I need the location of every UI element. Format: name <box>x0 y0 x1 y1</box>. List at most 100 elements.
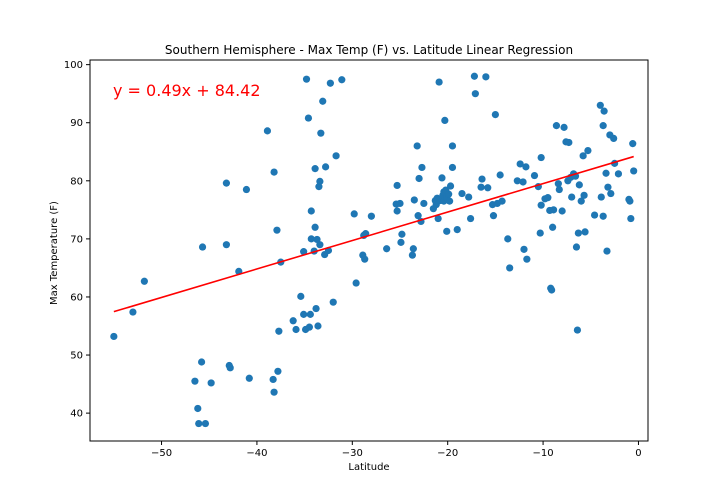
data-point <box>338 76 346 84</box>
data-point <box>311 165 319 173</box>
data-point <box>573 326 582 334</box>
x-axis-label: Latitude <box>348 462 389 473</box>
data-point <box>352 279 360 287</box>
data-point <box>350 210 358 218</box>
data-point <box>300 248 308 256</box>
data-point <box>292 325 300 334</box>
data-point <box>446 182 455 190</box>
data-point <box>332 152 340 160</box>
data-point <box>396 199 404 208</box>
data-point <box>297 292 305 300</box>
data-point <box>435 78 443 86</box>
data-point <box>558 207 566 215</box>
data-point <box>575 181 583 189</box>
data-point <box>307 235 315 243</box>
data-point <box>418 163 426 172</box>
data-point <box>314 322 322 330</box>
data-point <box>304 114 313 122</box>
x-tick-label: −10 <box>533 448 554 459</box>
data-point <box>245 374 253 382</box>
data-point <box>565 138 573 147</box>
data-point <box>319 97 327 105</box>
y-tick-label: 90 <box>70 118 83 129</box>
data-point <box>574 229 582 237</box>
data-point <box>367 212 375 220</box>
data-point <box>222 241 230 249</box>
data-point <box>600 107 608 115</box>
data-point <box>263 127 272 135</box>
data-point <box>409 245 417 253</box>
data-point <box>413 142 421 150</box>
data-point <box>548 286 556 294</box>
data-point <box>329 298 337 306</box>
data-point <box>222 179 230 187</box>
data-point <box>599 122 607 130</box>
data-point <box>300 310 308 318</box>
data-point <box>537 153 545 162</box>
data-point <box>307 207 315 215</box>
data-point <box>226 364 234 372</box>
data-point <box>316 177 324 185</box>
data-point <box>568 193 576 201</box>
data-point <box>614 170 623 178</box>
data-point <box>448 163 457 172</box>
data-point <box>201 419 210 428</box>
data-point <box>446 197 454 205</box>
data-point <box>393 207 401 215</box>
data-point <box>316 241 324 249</box>
data-point <box>597 193 605 201</box>
data-point <box>604 183 612 191</box>
data-point <box>408 251 416 259</box>
data-point <box>326 79 334 87</box>
data-point <box>194 404 202 413</box>
data-point <box>302 75 311 83</box>
data-point <box>312 304 320 313</box>
data-point <box>441 116 449 124</box>
data-point <box>596 101 604 109</box>
data-point <box>470 72 478 80</box>
data-point <box>579 152 587 160</box>
data-point <box>496 171 504 179</box>
y-tick-label: 60 <box>70 292 83 303</box>
data-point <box>393 181 401 190</box>
data-point <box>552 122 561 130</box>
data-point <box>626 197 634 205</box>
data-point <box>554 180 562 188</box>
data-point <box>491 110 499 119</box>
data-point <box>478 175 486 183</box>
data-point <box>198 243 207 251</box>
data-point <box>275 327 283 335</box>
data-point <box>504 235 512 243</box>
data-point <box>549 223 557 231</box>
data-point <box>140 277 148 285</box>
data-point <box>198 358 206 366</box>
x-axis-ticks: −50 −40 −30 −20 −10 0 <box>151 441 642 459</box>
y-tick-label: 40 <box>70 409 83 420</box>
data-point <box>443 227 451 235</box>
data-point <box>610 134 618 143</box>
y-axis-ticks: 40 50 60 70 80 90 100 <box>64 60 90 420</box>
data-points <box>110 72 638 428</box>
data-point <box>477 183 485 191</box>
data-point <box>516 160 524 168</box>
x-tick-label: −50 <box>151 448 172 459</box>
regression-line-layer <box>113 155 634 313</box>
data-point <box>448 142 457 150</box>
data-point <box>523 255 531 263</box>
data-point <box>274 367 282 375</box>
data-point <box>438 174 446 182</box>
regression-line <box>113 155 634 313</box>
chart-title: Southern Hemisphere - Max Temp (F) vs. L… <box>165 43 573 57</box>
data-point <box>397 238 405 246</box>
data-point <box>584 147 592 155</box>
data-point <box>434 214 442 223</box>
y-tick-label: 100 <box>64 60 83 71</box>
data-point <box>581 228 589 236</box>
x-tick-label: −40 <box>246 448 267 459</box>
data-point <box>572 243 581 251</box>
data-point <box>270 168 278 176</box>
data-point <box>537 201 545 209</box>
data-point <box>273 226 281 234</box>
data-point <box>555 185 563 194</box>
x-tick-label: −20 <box>437 448 458 459</box>
